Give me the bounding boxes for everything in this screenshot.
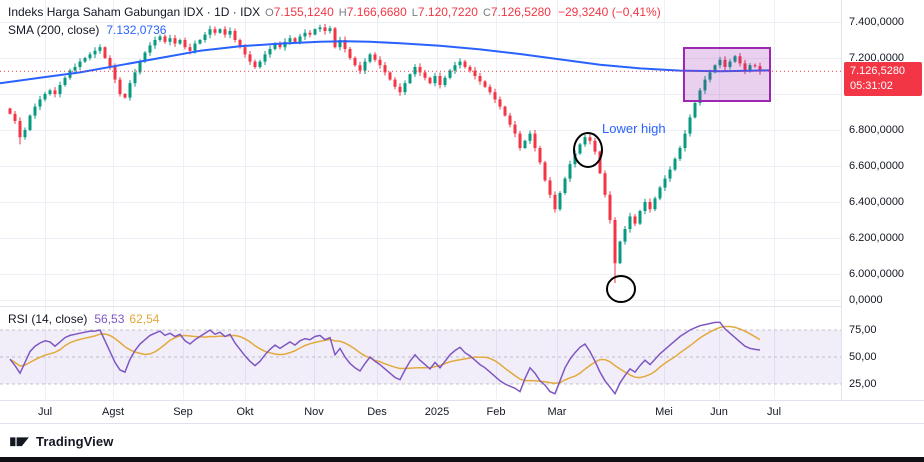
low-label: L (411, 7, 418, 19)
time-axis-label: Feb (486, 406, 506, 418)
tradingview-logo-icon[interactable] (9, 433, 30, 450)
rsi-legend[interactable]: RSI (14, close) 56,53 62,54 (8, 312, 159, 326)
change-value: −29,3240 (−0,41%) (557, 5, 661, 19)
rsi-label[interactable]: RSI (14, close) (8, 312, 88, 326)
rsi-line[interactable] (9, 321, 761, 396)
axis-label: 6.400,0000 (849, 196, 905, 208)
axis-label: 50,00 (849, 351, 877, 363)
lower-high-annotation[interactable]: Lower high (602, 121, 666, 136)
footer-bar: TradingView (0, 425, 924, 457)
current-price-value: 7.126,5280 (850, 65, 906, 78)
time-axis-label: 2025 (424, 406, 450, 418)
axis-label: 6.200,0000 (849, 232, 905, 244)
time-axis-label: Mar (547, 406, 567, 418)
bar-countdown: 05:31:02 (850, 80, 893, 93)
sma-value: 7.132,0736 (106, 23, 167, 37)
open-label: O (265, 7, 274, 19)
time-axis-label: Nov (304, 406, 324, 418)
time-axis-label: Okt (236, 406, 254, 418)
axis-label: 0,0000 (849, 294, 883, 306)
sma-line[interactable] (0, 40, 771, 85)
symbol-title[interactable]: Indeks Harga Saham Gabungan IDX · 1D · I… (8, 5, 261, 19)
bottom-edge-bar (0, 457, 924, 462)
chart-canvas[interactable]: Lower high (0, 0, 841, 400)
time-axis[interactable]: Jul Agst Sep Okt Nov Des 2025 Feb Mar Mei Jun Jul (0, 400, 924, 424)
axis-label: 25,00 (849, 378, 877, 390)
time-axis-label: Jul (766, 406, 782, 418)
time-axis-label: Sep (173, 406, 193, 418)
open-value: 7.155,1240 (273, 5, 334, 19)
brand-link[interactable]: TradingView (36, 433, 114, 449)
symbol-legend[interactable]: Indeks Harga Saham Gabungan IDX · 1D · I… (8, 5, 661, 19)
axis-label: 6.000,0000 (849, 268, 905, 280)
axis-label: 75,00 (849, 324, 877, 336)
time-axis-label: Jun (710, 406, 728, 418)
time-axis-label: Des (367, 406, 387, 418)
high-value: 7.166,6680 (346, 5, 407, 19)
rectangle-drawing[interactable] (683, 47, 771, 102)
circle-drawing-2[interactable] (606, 275, 636, 303)
current-price-tag: 7.126,5280 05:31:02 (844, 62, 922, 97)
axis-label: 6.600,0000 (849, 160, 905, 172)
low-value: 7.120,7220 (417, 5, 478, 19)
sma-label[interactable]: SMA (200, close) (8, 23, 100, 37)
circle-drawing-1[interactable] (573, 132, 603, 168)
rsi-ma-value: 62,54 (129, 312, 160, 326)
close-value: 7.126,5280 (490, 5, 551, 19)
time-axis-label: Agst (101, 406, 125, 418)
time-axis-label: Jul (37, 406, 53, 418)
candlestick-series (8, 23, 762, 283)
axis-label: 7.400,0000 (849, 16, 905, 28)
price-axis[interactable]: 7.126,5280 05:31:02 7.400,0000 7.200,0000… (841, 0, 924, 400)
sma-legend[interactable]: SMA (200, close) 7.132,0736 (8, 23, 166, 37)
high-label: H (338, 7, 347, 19)
close-label: C (482, 7, 491, 19)
rsi-value: 56,53 (94, 312, 125, 326)
axis-label: 6.800,0000 (849, 124, 905, 136)
axis-label: 7.200,0000 (849, 52, 905, 64)
time-axis-label: Mei (655, 406, 673, 418)
